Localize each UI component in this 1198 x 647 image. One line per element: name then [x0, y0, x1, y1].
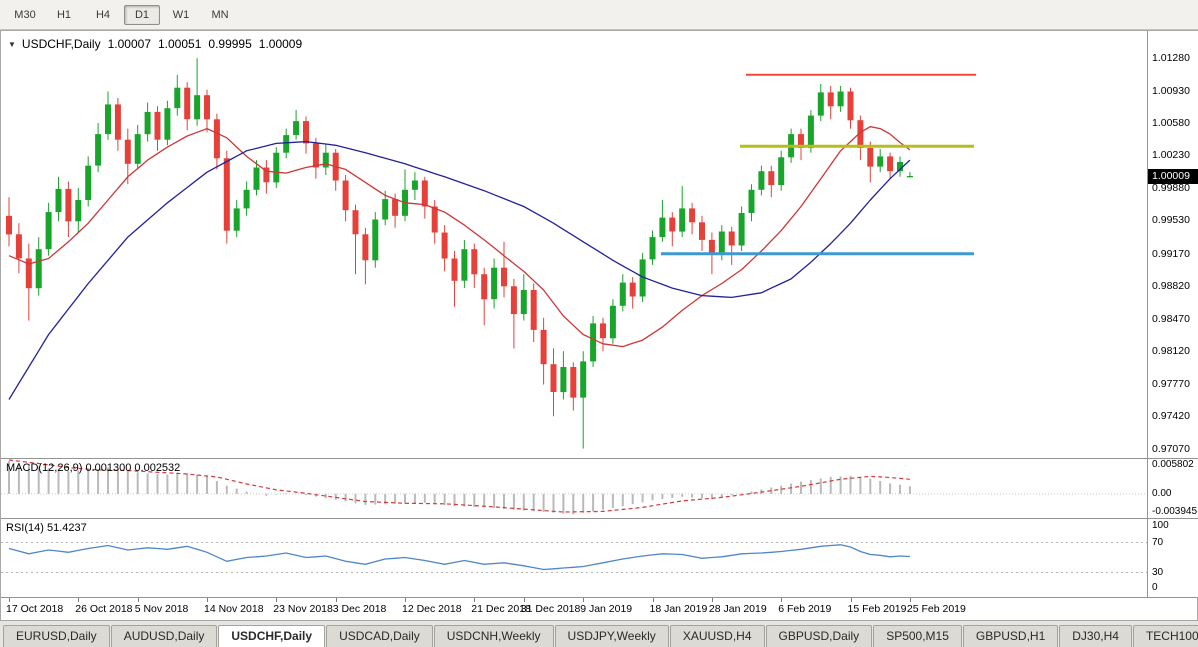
date-label: 21 Dec 2018: [471, 603, 531, 615]
price-scale-label: 1.01280: [1152, 52, 1190, 65]
date-label: 25 Feb 2019: [906, 603, 966, 615]
date-tick: [405, 598, 406, 602]
rsi-label: RSI(14) 51.4237: [6, 522, 87, 534]
timeframe-button-mn[interactable]: MN: [211, 8, 229, 21]
date-label: 6 Feb 2019: [778, 603, 832, 615]
price-scale-label: 1.00930: [1152, 84, 1190, 97]
date-tick: [523, 598, 525, 602]
rsi-line: [8, 544, 910, 571]
date-tick: [781, 598, 783, 602]
date-tick: [137, 598, 139, 602]
pane-divider: [1148, 518, 1198, 519]
price-scale-label: 0.97420: [1152, 410, 1190, 423]
price-scale-label: 0.99880: [1152, 181, 1190, 194]
date-tick: [652, 598, 654, 602]
chart-tab-usdchf-daily[interactable]: USDCHF,Daily: [218, 625, 326, 647]
price-scale-label: 0.98120: [1152, 345, 1190, 358]
price-scale-label: 1.00230: [1152, 149, 1190, 162]
timeframe-button-h4[interactable]: H4: [95, 8, 111, 21]
date-label: 18 Jan 2019: [649, 603, 708, 615]
date-tick: [583, 598, 585, 602]
date-tick: [9, 598, 10, 602]
rsi-scale-label: 0: [1152, 582, 1158, 593]
chart-tab-audusd-daily[interactable]: AUDUSD,Daily: [110, 625, 218, 647]
timeframe-button-h1[interactable]: H1: [56, 8, 72, 21]
price-scale-label: 0.97770: [1152, 377, 1190, 390]
ohlc-open: 1.00007: [107, 37, 151, 51]
chart-tab-sp500-m15[interactable]: SP500,M15: [873, 625, 962, 647]
date-tick: [335, 598, 337, 602]
date-tick: [276, 598, 278, 602]
date-tick: [850, 598, 852, 602]
ma-fast-line: [8, 126, 911, 348]
rsi-scale-label: 70: [1152, 536, 1164, 548]
timeframe-toolbar: M30 H1 H4 D1 W1 MN: [0, 0, 1198, 30]
chart-tab-eurusd-daily[interactable]: EURUSD,Daily: [3, 625, 110, 647]
chart-window: ▼ USDCHF,Daily 1.00007 1.00051 0.99995 1…: [0, 30, 1198, 620]
date-tick: [474, 598, 476, 602]
chart-tab-gbpusd-daily[interactable]: GBPUSD,Daily: [765, 625, 873, 647]
macd-scale-label: 0.005802: [1152, 459, 1194, 470]
price-scale-label: 0.99170: [1152, 247, 1190, 260]
date-label: 14 Nov 2018: [204, 603, 264, 615]
macd-scale-label: 0.00: [1152, 487, 1172, 499]
date-label: 31 Dec 2018: [520, 603, 581, 615]
ohlc-close: 1.00009: [258, 37, 303, 51]
rsi-scale-label: 30: [1152, 566, 1164, 578]
chart-tab-usdcad-daily[interactable]: USDCAD,Daily: [326, 625, 433, 647]
chart-tab-usdcnh-weekly[interactable]: USDCNH,Weekly: [433, 625, 554, 647]
price-scale-label: 0.98470: [1152, 312, 1190, 325]
date-label: 12 Dec 2018: [402, 603, 462, 615]
timeframe-button-m30[interactable]: M30: [14, 8, 36, 21]
chart-tab-dj30-h4[interactable]: DJ30,H4: [1059, 625, 1132, 647]
timeframe-button-d1[interactable]: D1: [124, 4, 160, 25]
macd-scale-label: -0.003945: [1152, 506, 1198, 517]
candles-layer: [6, 58, 913, 449]
chart-tab-bar: EURUSD,Daily AUDUSD,Daily USDCHF,Daily USDC…: [0, 620, 1198, 647]
macd-signal-line: [8, 459, 910, 513]
macd-histogram: [8, 461, 911, 515]
date-tick: [711, 598, 713, 602]
chart-tab-usdjpy-weekly[interactable]: USDJPY,Weekly: [554, 625, 669, 647]
date-axis: 17 Oct 2018 26 Oct 2018 5 Nov 2018 14 Nov 2…: [1, 597, 1197, 620]
date-tick: [207, 598, 208, 602]
ohlc-high: 1.00051: [158, 37, 202, 51]
date-label: 26 Oct 2018: [75, 603, 133, 615]
chart-title: ▼ USDCHF,Daily 1.00007 1.00051 0.99995 1…: [8, 37, 302, 51]
price-scale-label: 1.00580: [1152, 116, 1190, 129]
date-label: 15 Feb 2019: [847, 603, 907, 615]
date-label: 5 Nov 2018: [134, 603, 189, 615]
chart-tab-tech100-h1[interactable]: TECH100,H1: [1132, 625, 1198, 647]
price-scale-label: 0.98820: [1152, 280, 1190, 293]
chart-tab-gbpusd-h1[interactable]: GBPUSD,H1: [962, 625, 1059, 647]
date-label: 3 Dec 2018: [332, 603, 387, 615]
chart-dropdown-icon[interactable]: ▼: [8, 39, 16, 49]
date-label: 23 Nov 2018: [273, 603, 333, 615]
rsi-scale-label: 100: [1152, 520, 1169, 531]
date-tick: [909, 598, 911, 602]
current-price-box: 1.00009: [1148, 168, 1198, 184]
date-label: 9 Jan 2019: [580, 603, 633, 615]
ma-slow-line: [8, 140, 911, 400]
date-label: 28 Jan 2019: [708, 603, 767, 615]
timeframe-button-w1[interactable]: W1: [172, 8, 190, 21]
date-tick: [78, 598, 80, 602]
macd-label: MACD(12,26,9) 0.001300 0.002532: [6, 462, 181, 474]
price-scale: 1.01280 1.00930 1.00580 1.00230 0.99880 0.995…: [1147, 31, 1198, 597]
chart-tab-xauusd-h4[interactable]: XAUUSD,H4: [669, 625, 765, 647]
chart-symbol-label: USDCHF,Daily: [21, 37, 101, 51]
price-scale-label: 0.99530: [1152, 214, 1190, 227]
pane-divider: [1148, 458, 1198, 459]
chart-canvas[interactable]: [1, 31, 1147, 597]
date-label: 17 Oct 2018: [6, 603, 64, 615]
ohlc-low: 0.99995: [208, 37, 252, 51]
price-scale-label: 0.97070: [1152, 442, 1190, 455]
